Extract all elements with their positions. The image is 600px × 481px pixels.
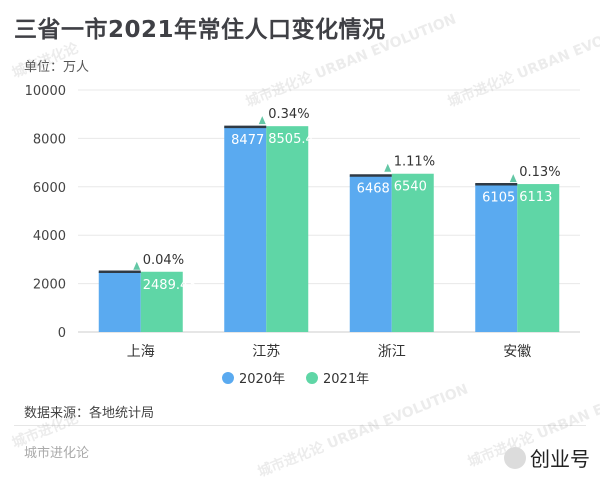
logo-icon	[504, 446, 526, 469]
legend-item-2020年[interactable]: 2020年	[222, 372, 285, 387]
legend-swatch	[306, 372, 318, 384]
category-label: 上海	[127, 344, 155, 360]
growth-label: 0.34%	[268, 107, 309, 122]
bar-2021	[140, 271, 183, 332]
bar-2020	[475, 184, 518, 332]
legend[interactable]: 2020年 2021年	[222, 372, 369, 387]
growth-marker	[384, 163, 392, 172]
legend-item-2021年[interactable]: 2021年	[306, 372, 369, 387]
legend-label: 2020年	[239, 372, 285, 387]
data-labels: 0.04% 2489.43 0.34% 8477 8505.4 1.11% 6468 6540…	[133, 107, 561, 293]
value-label-2021: 8505.4	[268, 132, 314, 147]
y-tick-label: 6000	[33, 181, 66, 196]
growth-label: 0.13%	[519, 165, 560, 180]
y-axis-ticks: 0 2000 4000 6000 8000 10000	[25, 84, 66, 341]
growth-marker	[133, 261, 141, 270]
legend-label: 2021年	[323, 372, 369, 387]
growth-marker	[258, 116, 266, 125]
growth-marker	[509, 174, 517, 183]
category-label: 江苏	[252, 344, 280, 360]
y-tick-label: 10000	[25, 84, 66, 99]
bar-chart: 0 2000 4000 6000 8000 10000 0.04% 2489.43 0.34%…	[25, 84, 580, 387]
value-label-2020: 6468	[357, 181, 390, 196]
bar-2021	[517, 184, 560, 332]
corner-logo: 创业号	[504, 443, 590, 472]
source-note: 数据来源：各地统计局	[24, 406, 155, 421]
bar-2021	[391, 173, 434, 332]
y-tick-label: 4000	[33, 229, 66, 244]
value-label-2021: 6540	[394, 180, 427, 195]
category-label: 浙江	[378, 344, 406, 360]
bar-2020	[349, 175, 392, 332]
legend-swatch	[222, 372, 234, 384]
logo-text: 创业号	[530, 447, 590, 471]
unit-label: 单位：万人	[24, 60, 90, 75]
value-label-2021: 2489.43	[143, 278, 197, 293]
growth-label: 0.04%	[143, 253, 184, 268]
bar-2021	[266, 126, 309, 333]
y-tick-label: 0	[58, 326, 66, 341]
footer-brand: 城市进化论	[24, 446, 90, 461]
chart-title: 三省一市2021年常住人口变化情况	[14, 17, 386, 43]
category-label: 安徽	[503, 344, 531, 360]
y-tick-label: 8000	[33, 132, 66, 147]
value-label-2020: 6105	[482, 190, 515, 205]
footer-divider	[14, 425, 586, 426]
bars	[98, 125, 560, 333]
value-label-2020: 8477	[231, 133, 264, 148]
value-label-2021: 6113	[519, 190, 552, 205]
y-tick-label: 2000	[33, 278, 66, 293]
bar-2020	[98, 271, 141, 332]
growth-label: 1.11%	[394, 155, 435, 170]
bar-2020	[224, 126, 267, 332]
x-axis-categories: 上海 江苏 浙江 安徽	[127, 344, 532, 360]
